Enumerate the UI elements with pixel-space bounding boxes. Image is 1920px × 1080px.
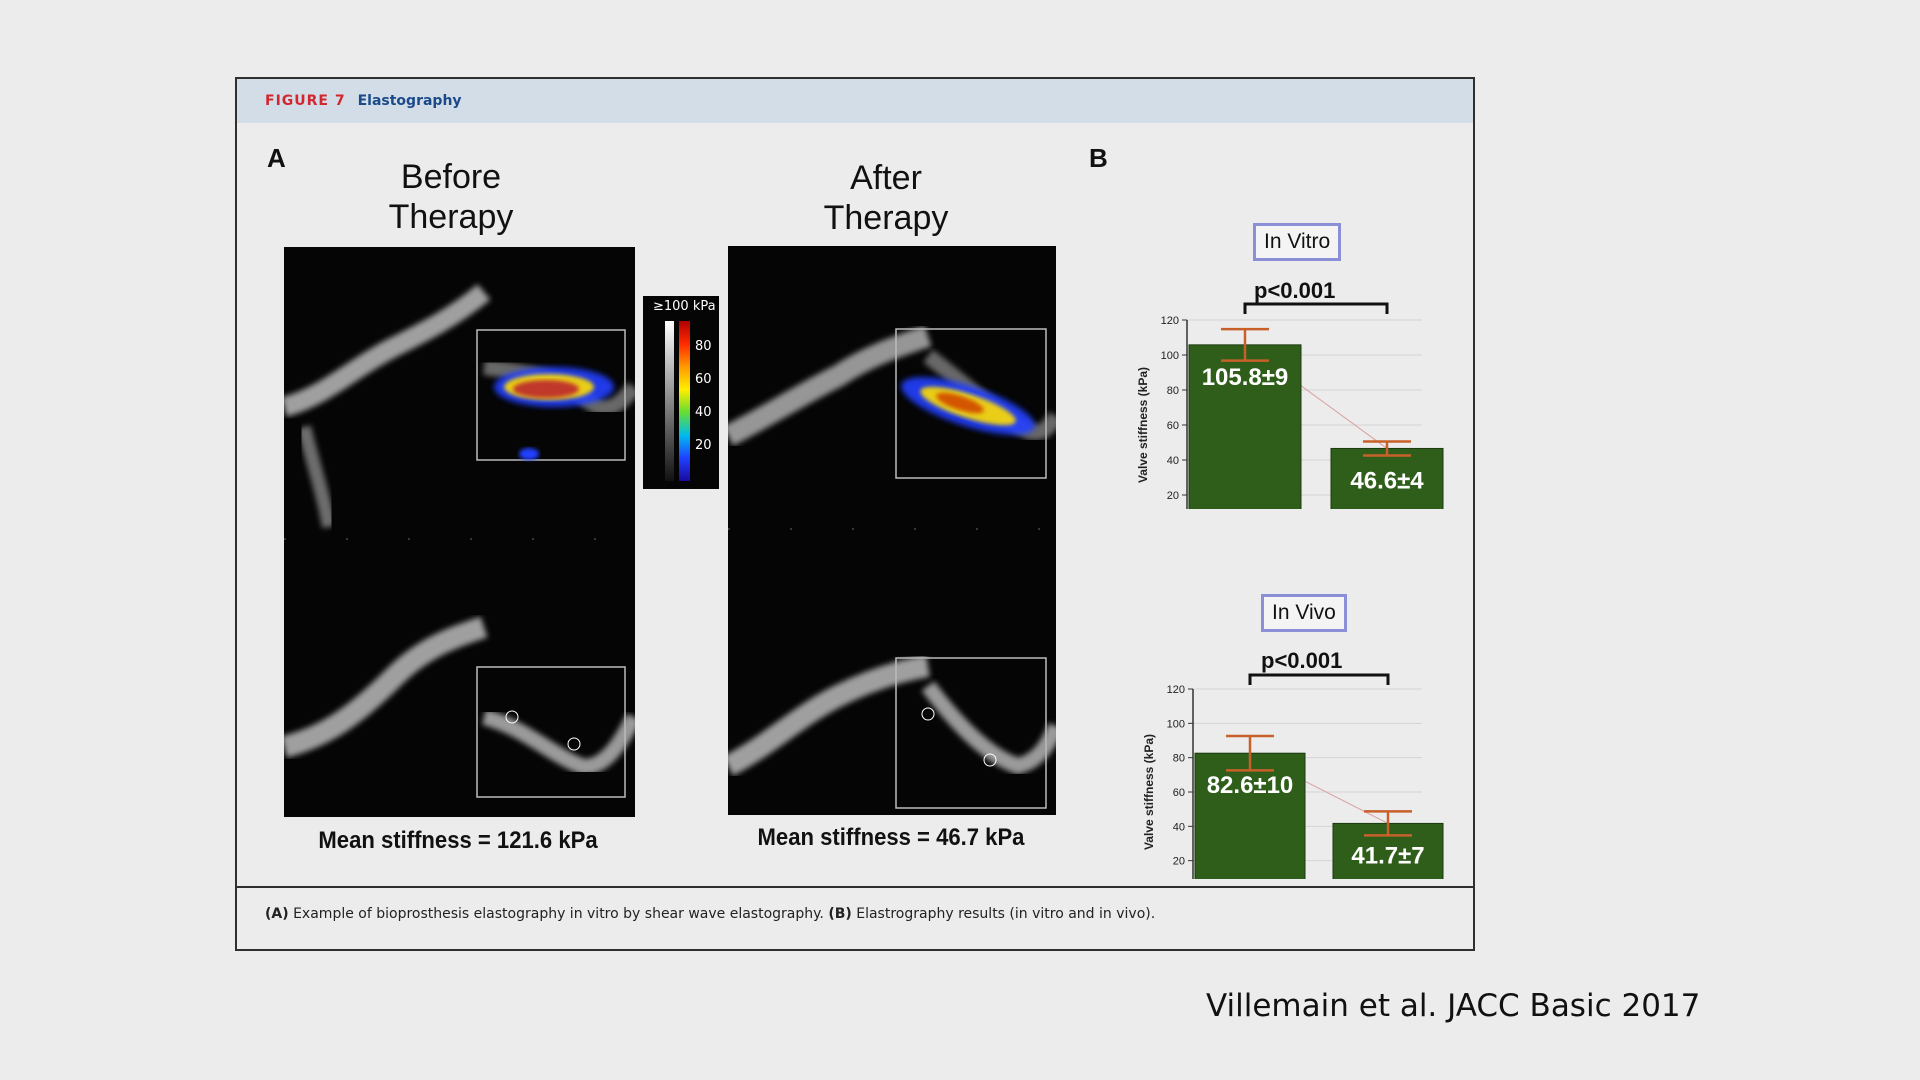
y-tick-label: 100: [1167, 718, 1185, 730]
colorbar-tick: 60: [695, 372, 712, 387]
in-vivo-chart: In Vivo p<0.001 020406080100120Valve sti…: [1107, 519, 1467, 879]
y-tick-label: 40: [1167, 455, 1179, 467]
colorbar-tick: 20: [695, 438, 712, 453]
panel-b-letter: B: [1089, 143, 1108, 173]
y-tick-label: 60: [1167, 420, 1179, 432]
bar-value-label: 41.7±7: [1351, 842, 1424, 869]
in-vivo-label: In Vivo: [1261, 594, 1347, 632]
in-vitro-p-value: p<0.001: [1254, 278, 1336, 303]
stiffness-colorbar: ≥100 kPa 80 60 40 20: [643, 296, 719, 489]
colorbar-color-scale: [679, 321, 690, 481]
significance-bracket: [1248, 673, 1390, 685]
y-tick-label: 60: [1173, 787, 1185, 799]
figure-number: FIGURE 7: [265, 93, 346, 109]
colorbar-title: ≥100 kPa: [653, 299, 716, 314]
bar: [1188, 344, 1302, 509]
after-therapy-ultrasound: [728, 246, 1056, 815]
y-tick-label: 20: [1173, 856, 1185, 868]
y-tick-label: 100: [1161, 350, 1179, 362]
in-vivo-plot: 020406080100120Valve stiffness (kPa)82.6…: [1142, 673, 1444, 879]
after-mean-stiffness: Mean stiffness = 46.7 kPa: [757, 824, 1025, 851]
y-tick-label: 40: [1173, 821, 1185, 833]
bar-value-label: 105.8±9: [1202, 364, 1289, 391]
y-tick-label: 120: [1167, 684, 1185, 696]
caption-b-text: Elastrography results (in vitro and in v…: [851, 906, 1156, 922]
before-therapy-title: Before Therapy: [388, 158, 514, 236]
colorbar-tick: 40: [695, 405, 712, 420]
significance-bracket: [1243, 302, 1389, 314]
y-tick-label: 20: [1167, 490, 1179, 502]
y-axis-label: Valve stiffness (kPa): [1142, 734, 1156, 850]
in-vitro-chart: In Vitro p<0.001 020406080100120Valve st…: [1107, 149, 1467, 509]
figure-header: FIGURE 7 Elastography: [237, 79, 1473, 123]
y-axis-label: Valve stiffness (kPa): [1136, 367, 1150, 483]
bar-value-label: 82.6±10: [1207, 772, 1294, 799]
in-vivo-p-value: p<0.001: [1261, 648, 1343, 673]
figure-title: Elastography: [357, 93, 462, 109]
bar-value-label: 46.6±4: [1350, 467, 1424, 494]
in-vitro-label: In Vitro: [1253, 223, 1342, 261]
caption-a-text: Example of bioprosthesis elastography in…: [288, 906, 829, 922]
colorbar-tick: 80: [695, 339, 712, 354]
figure-caption: (A) Example of bioprosthesis elastograph…: [237, 886, 1473, 949]
caption-a-label: (A): [265, 906, 289, 922]
y-tick-label: 120: [1161, 315, 1179, 327]
before-mean-stiffness: Mean stiffness = 121.6 kPa: [318, 827, 598, 854]
colorbar-gray-scale: [665, 321, 674, 481]
citation: Villemain et al. JACC Basic 2017: [1206, 988, 1701, 1024]
y-tick-label: 80: [1167, 385, 1179, 397]
in-vitro-plot: 020406080100120Valve stiffness (kPa)105.…: [1136, 302, 1444, 509]
after-therapy-title: After Therapy: [823, 159, 949, 237]
panel-a-letter: A: [267, 143, 286, 173]
caption-b-label: (B): [828, 906, 852, 922]
y-tick-label: 80: [1173, 753, 1185, 765]
figure-7: FIGURE 7 Elastography A B Before Therapy…: [235, 77, 1475, 951]
before-therapy-ultrasound: [284, 247, 635, 817]
